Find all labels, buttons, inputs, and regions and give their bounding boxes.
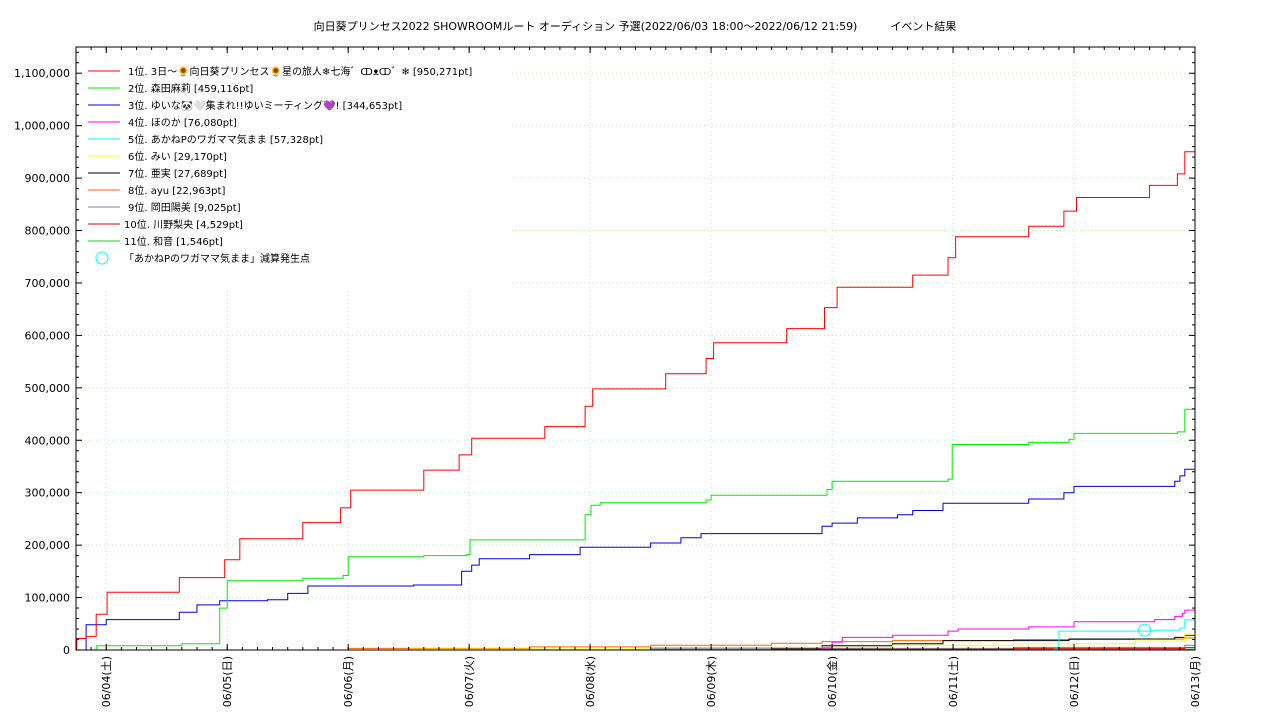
y-tick-label: 200,000: [25, 539, 71, 552]
x-tick-label: 06/04(土): [100, 656, 113, 707]
chart-title: 向日葵プリンセス2022 SHOWROOMルート オーディション 予選(2022…: [314, 19, 957, 33]
y-tick-label: 1,000,000: [14, 120, 70, 133]
series-line: [76, 468, 1195, 651]
annotation-markers: [1138, 623, 1152, 637]
legend-label: 4位. ほのか [76,080pt]: [128, 116, 237, 129]
y-tick-label: 0: [63, 644, 70, 657]
x-tick-label: 06/06(月): [342, 656, 355, 707]
x-tick-label: 06/07(火): [463, 656, 476, 707]
x-tick-label: 06/08(水): [584, 656, 597, 707]
y-tick-label: 300,000: [25, 487, 71, 500]
legend-label: 7位. 亜実 [27,689pt]: [128, 167, 227, 180]
legend-label: 11位. 和音 [1,546pt]: [124, 235, 223, 248]
series-line: [76, 609, 1195, 651]
x-tick-label: 06/10(金): [825, 656, 839, 707]
y-tick-label: 500,000: [25, 382, 71, 395]
x-tick-label: 06/13(月): [1189, 656, 1202, 707]
x-tick-label: 06/11(土): [947, 656, 960, 707]
legend-label: 6位. みい [29,170pt]: [128, 150, 227, 163]
legend-label: 3位. ゆいな🐼🤍集まれ!!ゆいミーティング💜! [344,653pt]: [128, 99, 402, 112]
legend-label: 10位. 川野梨央 [4,529pt]: [124, 218, 243, 231]
series-line: [76, 408, 1195, 651]
legend-label: 8位. ayu [22,963pt]: [128, 184, 225, 197]
axis-ticks: [75, 47, 1196, 651]
legend-label: 1位. 3日〜🌻向日葵プリンセス🌻星の旅人❄七海゛ↀᴥↀ゛❄ [950,271p…: [128, 65, 472, 78]
y-tick-label: 1,100,000: [14, 67, 70, 80]
series-line: [76, 151, 1195, 651]
legend-background: [84, 60, 512, 290]
legend-label: 9位. 岡田陽美 [9,025pt]: [128, 201, 241, 214]
annotation-marker: [1138, 623, 1152, 637]
y-tick-label: 400,000: [25, 434, 71, 447]
legend-label: 「あかねPのワガママ気まま」減算発生点: [124, 252, 310, 265]
legend-marker: [95, 251, 109, 265]
legend: 1位. 3日〜🌻向日葵プリンセス🌻星の旅人❄七海゛ↀᴥↀ゛❄ [950,271p…: [84, 60, 512, 290]
x-tick-label: 06/12(日): [1068, 656, 1081, 707]
y-tick-label: 100,000: [25, 592, 71, 605]
legend-label: 5位. あかねPのワガママ気まま [57,328pt]: [128, 133, 323, 146]
legend-label: 2位. 森田麻莉 [459,116pt]: [128, 82, 253, 95]
x-tick-label: 06/05(日): [221, 656, 234, 707]
y-axis: 0 100,000 200,000 300,000 400,000 500,000 600,…: [14, 67, 70, 657]
x-tick-label: 06/09(木): [705, 656, 718, 707]
x-axis: 06/04(土) 06/05(日) 06/06(月) 06/07(火) 06/08(水)…: [100, 656, 1202, 707]
y-tick-label: 900,000: [25, 172, 71, 185]
series-line: [76, 619, 1195, 651]
y-tick-label: 600,000: [25, 329, 71, 342]
y-tick-label: 800,000: [25, 225, 71, 238]
y-tick-label: 700,000: [25, 277, 71, 290]
